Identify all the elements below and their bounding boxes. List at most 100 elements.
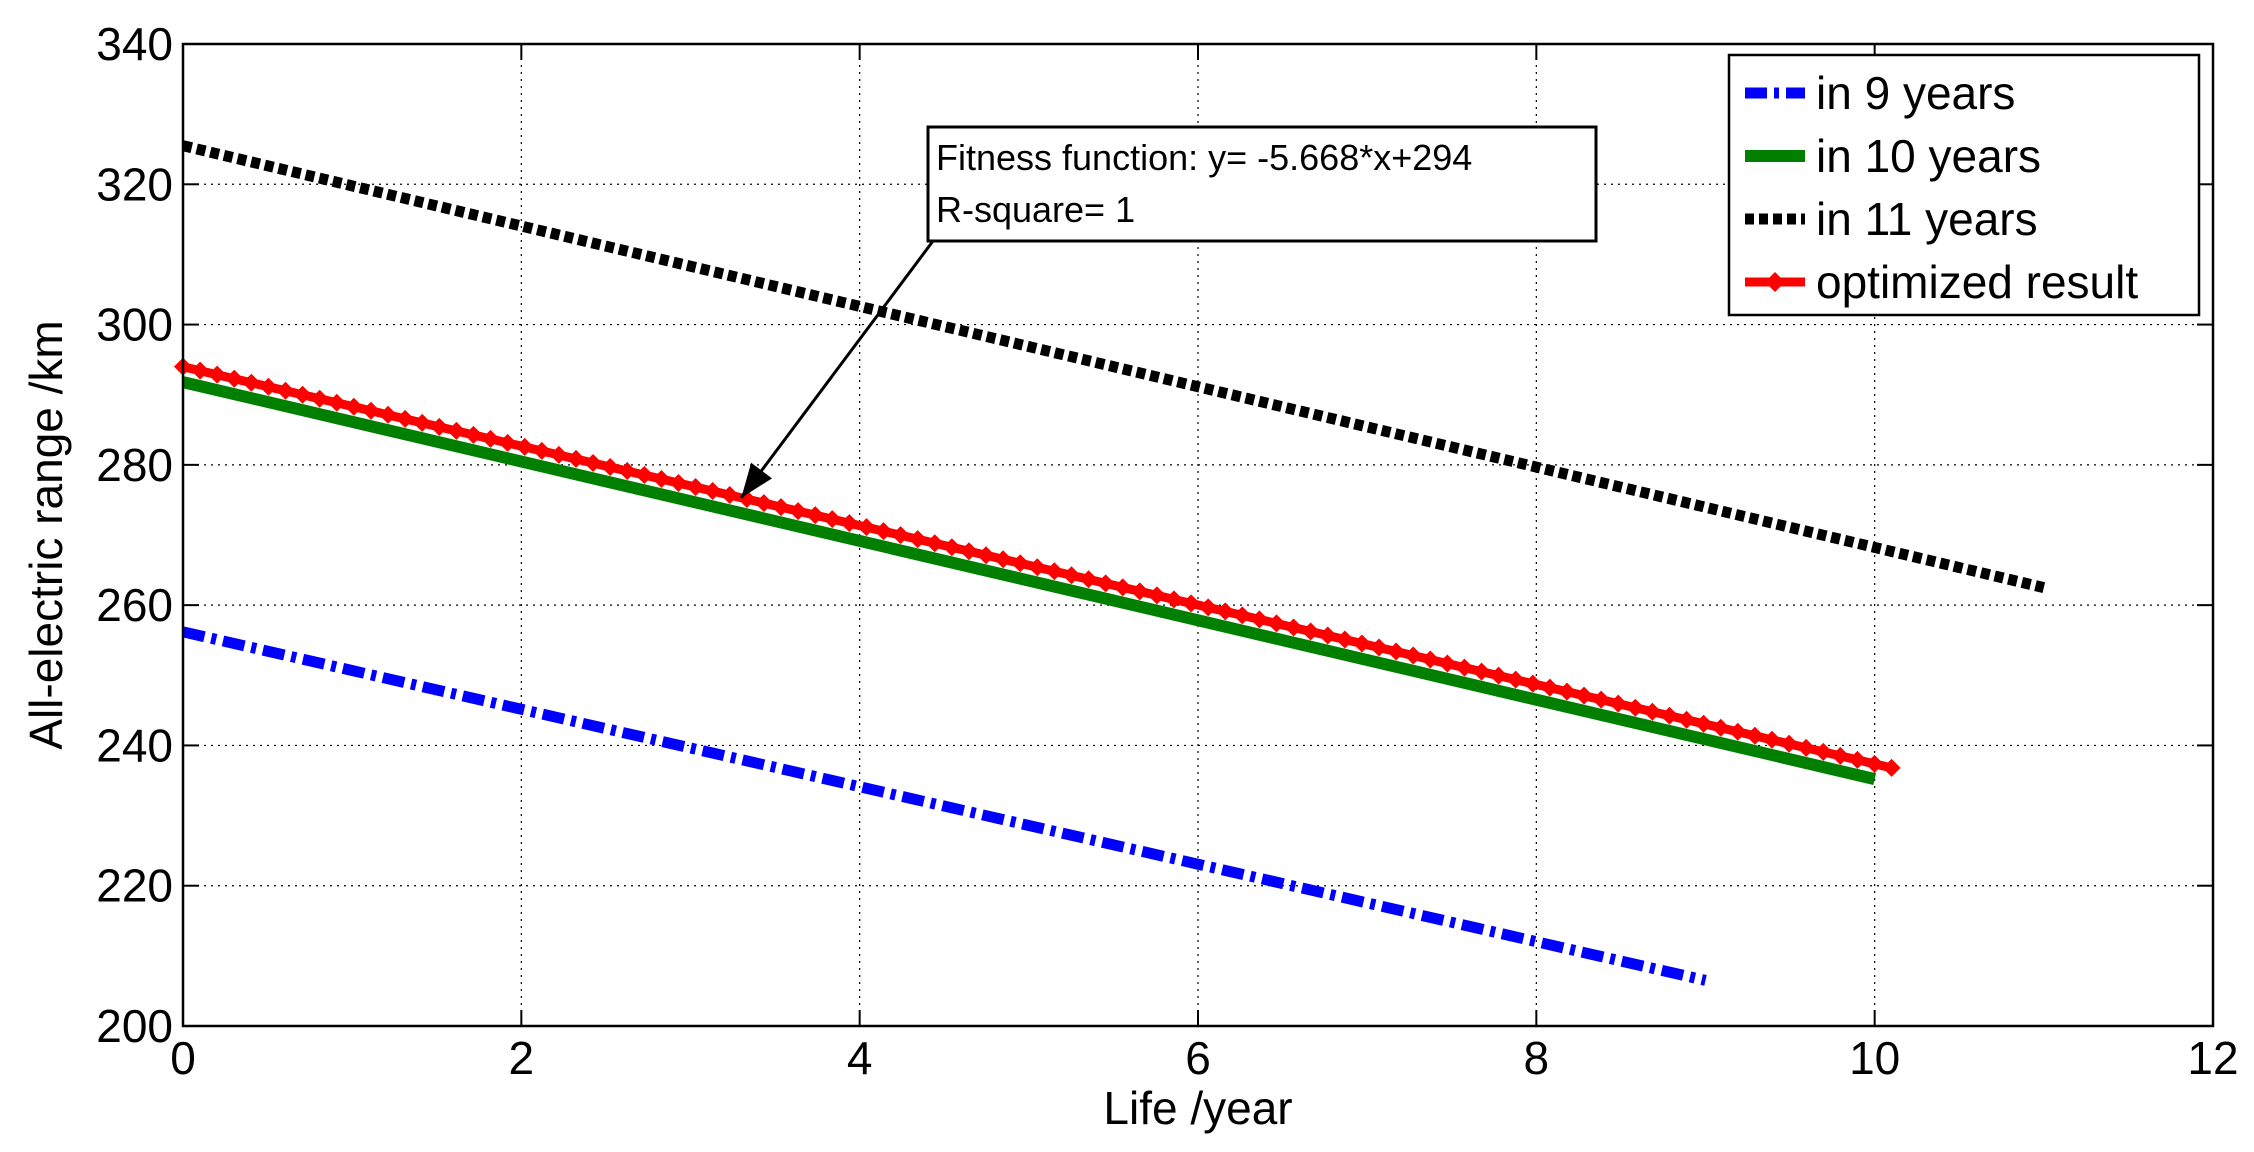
optimized-marker: [1592, 690, 1611, 709]
x-tick-label: 4: [847, 1032, 873, 1084]
optimized-marker: [703, 482, 722, 501]
optimized-marker: [1028, 558, 1047, 577]
optimized-marker: [1506, 670, 1525, 689]
optimized-marker: [669, 474, 688, 493]
optimized-marker: [532, 441, 551, 460]
optimized-marker: [1147, 586, 1166, 605]
annotation-line-2: R-square= 1: [936, 189, 1135, 230]
x-tick-label: 0: [170, 1032, 196, 1084]
optimized-marker: [1370, 638, 1389, 657]
optimized-marker: [293, 385, 312, 404]
optimized-marker: [1711, 718, 1730, 737]
optimized-marker: [1609, 694, 1628, 713]
optimized-marker: [1677, 710, 1696, 729]
x-tick-label: 6: [1185, 1032, 1211, 1084]
legend-label-3: optimized result: [1816, 256, 2138, 308]
optimized-marker: [327, 393, 346, 412]
annotation-arrow: [740, 240, 935, 499]
annotation-arrowhead: [741, 462, 773, 498]
series-line-1: [181, 376, 1877, 785]
optimized-marker: [1865, 754, 1884, 773]
legend: in 9 years in 10 years in 11 years optimize…: [1727, 53, 2201, 317]
optimized-marker: [1626, 698, 1645, 717]
annotation: Fitness function: y= -5.668*x+294 R-squa…: [740, 125, 1598, 499]
x-tick-label: 12: [2187, 1032, 2238, 1084]
ticks: 0 2 4 6 8 10 12 200 220 240 260 280 300 320 340: [96, 18, 2238, 1084]
optimized-marker: [1096, 574, 1115, 593]
optimized-marker: [1745, 726, 1764, 745]
optimized-marker: [959, 542, 978, 561]
optimized-marker: [549, 445, 568, 464]
optimized-marker: [789, 502, 808, 521]
optimized-marker: [1404, 646, 1423, 665]
y-tick-label: 200: [96, 1000, 173, 1052]
y-tick-label: 320: [96, 158, 173, 210]
optimized-marker: [1848, 750, 1867, 769]
optimized-marker: [891, 526, 910, 545]
annotation-line-1: Fitness function: y= -5.668*x+294: [936, 137, 1472, 178]
optimized-marker: [1814, 742, 1833, 761]
optimized-marker: [635, 465, 654, 484]
optimized-marker: [1762, 730, 1781, 749]
optimized-marker: [618, 461, 637, 480]
optimized-marker: [1421, 650, 1440, 669]
legend-label-1: in 10 years: [1816, 130, 2041, 182]
optimized-marker: [1540, 678, 1559, 697]
optimized-marker: [1113, 578, 1132, 597]
optimized-marker: [1062, 566, 1081, 585]
legend-label-0: in 9 years: [1816, 67, 2015, 119]
optimized-marker: [242, 373, 261, 392]
optimized-marker: [1797, 738, 1816, 757]
optimized-marker: [481, 429, 500, 448]
y-tick-label: 300: [96, 299, 173, 351]
optimized-marker: [1182, 594, 1201, 613]
optimized-marker: [259, 377, 278, 396]
optimized-marker: [498, 433, 517, 452]
optimized-marker: [994, 550, 1013, 569]
optimized-marker: [1079, 570, 1098, 589]
optimized-marker: [1164, 590, 1183, 609]
optimized-marker: [1575, 686, 1594, 705]
optimized-marker: [1130, 582, 1149, 601]
optimized-marker: [1438, 654, 1457, 673]
optimized-marker: [1455, 658, 1474, 677]
optimized-marker: [208, 365, 227, 384]
series-line-2: [181, 140, 2046, 593]
optimized-marker: [276, 381, 295, 400]
optimized-marker: [413, 413, 432, 432]
optimized-marker: [361, 401, 380, 420]
y-tick-label: 240: [96, 719, 173, 771]
series-layer: [174, 140, 2046, 986]
optimized-marker: [430, 417, 449, 436]
optimized-marker: [1199, 598, 1218, 617]
optimized-marker: [772, 498, 791, 517]
x-tick-label: 10: [1849, 1032, 1900, 1084]
optimized-marker: [447, 421, 466, 440]
optimized-marker: [1284, 618, 1303, 637]
optimized-marker: [1335, 630, 1354, 649]
y-tick-label: 340: [96, 18, 173, 70]
legend-box: [1727, 53, 2201, 317]
optimized-marker: [686, 478, 705, 497]
optimized-marker: [379, 405, 398, 424]
optimized-marker: [1352, 634, 1371, 653]
annotation-box: [926, 125, 1598, 243]
optimized-marker: [1557, 682, 1576, 701]
legend-marker: [1765, 272, 1785, 292]
legend-label-2: in 11 years: [1816, 193, 2038, 245]
optimized-marker: [1045, 562, 1064, 581]
optimized-marker: [310, 389, 329, 408]
optimized-marker: [1011, 554, 1030, 573]
optimized-marker: [1660, 706, 1679, 725]
series-line-0: [181, 626, 1707, 986]
optimized-marker: [191, 361, 210, 380]
x-tick-label: 2: [509, 1032, 535, 1084]
optimized-marker: [396, 409, 415, 428]
optimized-marker: [823, 510, 842, 529]
optimized-marker: [1216, 602, 1235, 621]
optimized-marker: [942, 538, 961, 557]
optimized-marker: [1728, 722, 1747, 741]
y-tick-label: 220: [96, 860, 173, 912]
optimized-marker: [652, 469, 671, 488]
